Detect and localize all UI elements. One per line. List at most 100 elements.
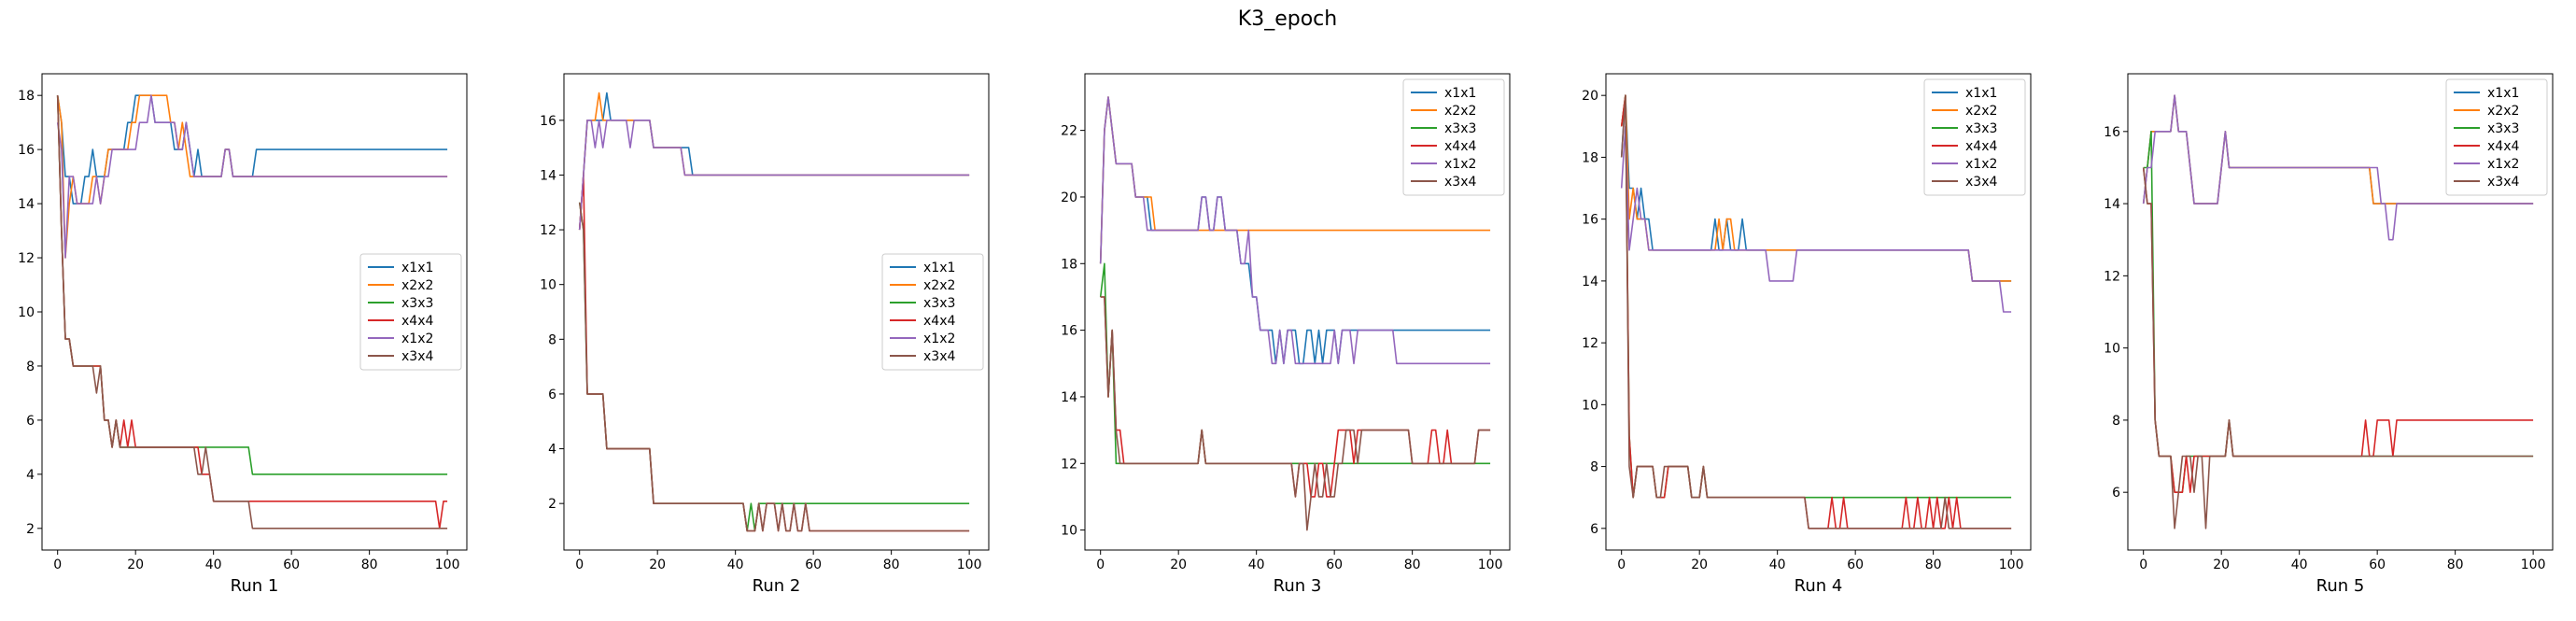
legend-label-x1x1: x1x1 xyxy=(401,261,433,275)
x-tick-label: 60 xyxy=(1847,557,1864,572)
x-tick-label: 100 xyxy=(957,557,982,572)
x-tick-label: 0 xyxy=(1096,557,1105,572)
legend: x1x1 x2x2 x3x3 x4x4 x1x2 x3x4 xyxy=(1923,78,2026,196)
x-tick-label: 0 xyxy=(53,557,62,572)
x-tick-label: 20 xyxy=(649,557,666,572)
x-tick-label: 20 xyxy=(1691,557,1708,572)
legend-label-x3x3: x3x3 xyxy=(1444,121,1476,136)
y-tick-label: 4 xyxy=(26,468,35,483)
x-axis-label: Run 1 xyxy=(231,576,279,596)
y-tick-label: 16 xyxy=(540,114,556,129)
y-tick-label: 18 xyxy=(1582,150,1598,165)
x-axis-label: Run 3 xyxy=(1274,576,1322,596)
x-axis-label: Run 5 xyxy=(2316,576,2365,596)
y-tick-label: 12 xyxy=(1061,457,1077,472)
y-tick-label: 8 xyxy=(1590,460,1598,475)
legend-box xyxy=(359,253,462,371)
series-group xyxy=(1099,96,1491,531)
legend: x1x1 x2x2 x3x3 x4x4 x1x2 x3x4 xyxy=(1402,78,1505,196)
x-tick-label: 0 xyxy=(2139,557,2147,572)
y-tick-label: 16 xyxy=(2104,125,2120,140)
series-line-x1x2 xyxy=(1099,96,1491,365)
y-tick-label: 12 xyxy=(1582,336,1598,351)
legend-box xyxy=(881,253,984,371)
legend-box xyxy=(1923,78,2026,196)
legend-label-x2x2: x2x2 xyxy=(1965,104,1997,119)
y-tick-label: 2 xyxy=(548,497,556,512)
y-tick-label: 14 xyxy=(18,197,35,212)
legend-label-x3x4: x3x4 xyxy=(923,349,955,364)
x-tick-label: 100 xyxy=(1478,557,1503,572)
legend-label-x3x3: x3x3 xyxy=(1965,121,1997,136)
x-tick-label: 80 xyxy=(883,557,900,572)
legend-label-x1x2: x1x2 xyxy=(2487,157,2519,172)
y-tick-label: 12 xyxy=(540,223,556,238)
x-tick-label: 0 xyxy=(1617,557,1626,572)
legend-label-x4x4: x4x4 xyxy=(2487,139,2519,154)
x-tick-label: 40 xyxy=(1248,557,1265,572)
series-line-x1x2 xyxy=(1620,125,2012,313)
y-tick-label: 12 xyxy=(18,251,35,266)
y-tick-label: 14 xyxy=(540,168,556,183)
legend-label-x3x4: x3x4 xyxy=(2487,175,2519,190)
y-tick-label: 16 xyxy=(18,143,35,158)
legend-box xyxy=(2445,78,2548,196)
legend-label-x4x4: x4x4 xyxy=(923,314,955,329)
x-axis-label: Run 4 xyxy=(1795,576,1843,596)
x-tick-label: 80 xyxy=(1404,557,1421,572)
x-tick-label: 40 xyxy=(205,557,222,572)
series-line-x3x4 xyxy=(1620,94,2012,529)
series-line-x3x4 xyxy=(56,95,448,529)
x-tick-label: 20 xyxy=(2213,557,2230,572)
y-tick-label: 10 xyxy=(1582,398,1598,413)
legend-label-x3x4: x3x4 xyxy=(1965,175,1997,190)
y-tick-label: 14 xyxy=(1061,390,1077,405)
x-tick-label: 40 xyxy=(727,557,744,572)
legend-label-x3x3: x3x3 xyxy=(401,296,433,311)
legend-label-x4x4: x4x4 xyxy=(401,314,433,329)
figure-title: K3_epoch xyxy=(1238,7,1337,31)
x-axis-label: Run 2 xyxy=(753,576,801,596)
legend-label-x2x2: x2x2 xyxy=(401,278,433,293)
y-tick-label: 4 xyxy=(548,443,556,458)
legend-label-x3x4: x3x4 xyxy=(401,349,433,364)
y-tick-label: 6 xyxy=(548,388,556,402)
y-tick-label: 16 xyxy=(1061,324,1077,339)
legend-box xyxy=(1402,78,1505,196)
y-tick-label: 10 xyxy=(18,305,35,320)
y-tick-label: 18 xyxy=(18,89,35,104)
y-tick-label: 20 xyxy=(1061,191,1077,205)
legend: x1x1 x2x2 x3x3 x4x4 x1x2 x3x4 xyxy=(2445,78,2548,196)
y-tick-label: 8 xyxy=(548,332,556,347)
series-line-x1x2 xyxy=(56,94,448,259)
x-tick-label: 40 xyxy=(2291,557,2308,572)
subplot-run-2: 0 20 40 60 80 100 2 4 6 8 10 12 14 16 Run 2 x1x1 x2x2 x3x… xyxy=(540,73,990,596)
axes-frame xyxy=(1605,73,2032,551)
legend-label-x3x4: x3x4 xyxy=(1444,175,1476,190)
legend-label-x1x2: x1x2 xyxy=(923,332,955,346)
y-tick-label: 8 xyxy=(2112,414,2120,429)
legend-label-x1x2: x1x2 xyxy=(1965,157,1997,172)
y-tick-label: 14 xyxy=(2104,197,2120,212)
x-tick-label: 60 xyxy=(2369,557,2386,572)
x-tick-label: 100 xyxy=(435,557,460,572)
y-tick-label: 10 xyxy=(2104,342,2120,357)
legend-label-x1x1: x1x1 xyxy=(2487,86,2519,101)
legend-label-x3x3: x3x3 xyxy=(923,296,955,311)
x-tick-label: 0 xyxy=(575,557,584,572)
y-tick-label: 12 xyxy=(2104,269,2120,284)
y-tick-label: 6 xyxy=(1590,522,1598,537)
legend: x1x1 x2x2 x3x3 x4x4 x1x2 x3x4 xyxy=(881,253,984,371)
x-tick-label: 80 xyxy=(1925,557,1942,572)
x-tick-label: 60 xyxy=(805,557,822,572)
series-line-x3x4 xyxy=(578,202,970,532)
legend-label-x1x1: x1x1 xyxy=(1444,86,1476,101)
series-group xyxy=(2142,94,2534,529)
x-tick-label: 20 xyxy=(1170,557,1187,572)
y-tick-label: 6 xyxy=(26,414,35,429)
y-tick-label: 16 xyxy=(1582,213,1598,228)
axes-frame xyxy=(2127,73,2554,551)
